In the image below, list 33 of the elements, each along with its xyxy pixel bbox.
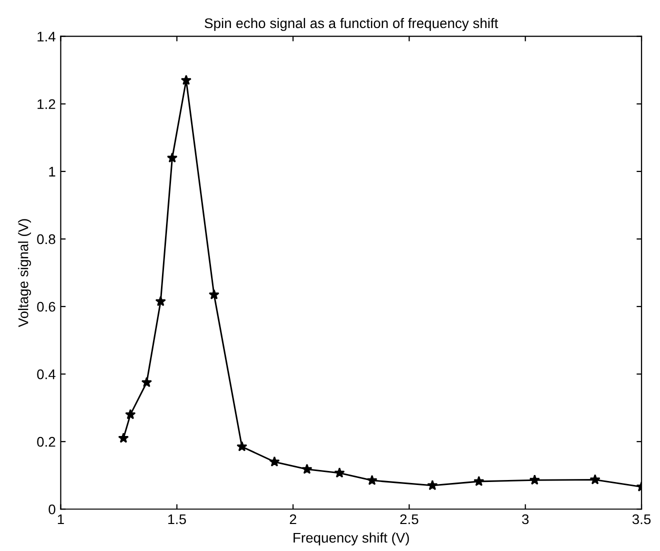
x-tick-label: 2 xyxy=(290,514,296,524)
x-tick-label: 1 xyxy=(58,514,64,524)
point xyxy=(366,474,378,486)
point xyxy=(302,464,312,474)
point xyxy=(118,432,129,443)
point xyxy=(236,441,248,452)
y-tick-label: 0.2 xyxy=(37,436,56,447)
point xyxy=(334,467,345,478)
point xyxy=(155,296,166,306)
point xyxy=(125,409,136,420)
point xyxy=(208,289,220,300)
y-tick-label: 0.8 xyxy=(37,234,56,244)
x-tick-label: 2.5 xyxy=(400,514,418,524)
y-tick-label: 1 xyxy=(49,166,56,176)
point xyxy=(269,456,280,466)
x-tick-label: 3.5 xyxy=(632,514,651,524)
x-tick-label: 3 xyxy=(522,514,529,524)
x-tick-label: 1.5 xyxy=(168,514,186,524)
point xyxy=(529,474,540,485)
y-tick-label: 1.4 xyxy=(38,32,56,42)
y-axis-title: Voltage signal (V) xyxy=(18,219,31,328)
y-tick-label: 0.4 xyxy=(37,369,56,380)
y-tick-label: 1.2 xyxy=(38,99,56,109)
chart-title: Spin echo signal as a function of frequency shift xyxy=(204,18,498,31)
point xyxy=(427,480,438,490)
point xyxy=(590,474,600,484)
y-tick-label: 0 xyxy=(48,504,56,514)
point xyxy=(166,152,178,163)
point xyxy=(474,476,484,486)
point xyxy=(180,74,192,85)
x-axis-title: Frequency shift (V) xyxy=(294,532,409,546)
point xyxy=(141,376,152,388)
y-tick-label: 0.6 xyxy=(37,302,56,312)
